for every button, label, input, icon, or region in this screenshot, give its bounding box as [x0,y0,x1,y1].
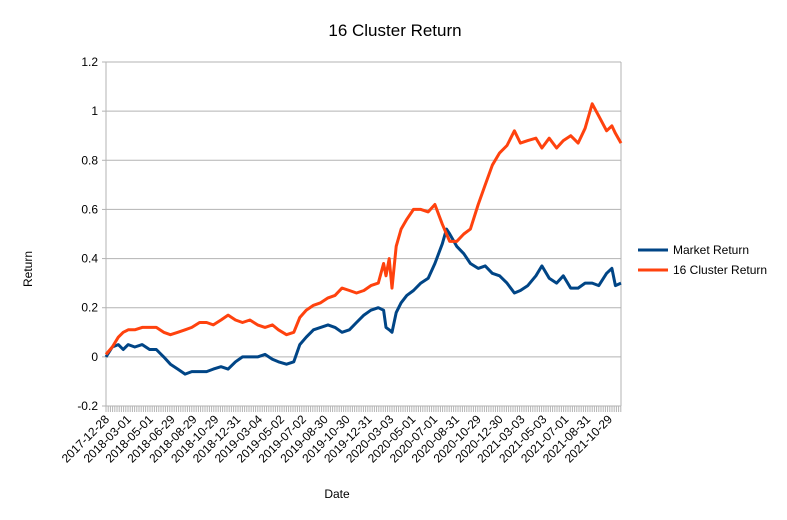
y-tick-label: 0.2 [81,301,98,315]
x-axis-ticks: 2017-12-282018-03-012018-05-012018-06-29… [59,406,622,466]
series-line [104,102,623,356]
y-tick-label: 0.8 [81,153,98,167]
legend-label: 16 Cluster Return [673,263,767,277]
y-tick-label: 0.4 [81,252,98,266]
grid-lines [105,61,622,407]
y-tick-label: 1.2 [81,55,98,69]
legend-label: Market Return [673,243,749,257]
y-tick-label: 0 [91,350,98,364]
y-axis-ticks: -0.2 0 0.2 0.4 0.6 0.8 1 1.2 [77,55,106,413]
y-tick-label: 0.6 [81,202,98,216]
series-line [104,227,622,376]
y-tick-label: 1 [91,104,98,118]
chart-title: 16 Cluster Return [328,21,461,40]
legend: Market Return 16 Cluster Return [638,243,767,277]
x-axis-label: Date [324,487,350,501]
y-tick-label: -0.2 [77,399,98,413]
x-tick-band [105,406,622,412]
series-lines [104,102,623,376]
y-axis-label: Return [21,251,35,287]
